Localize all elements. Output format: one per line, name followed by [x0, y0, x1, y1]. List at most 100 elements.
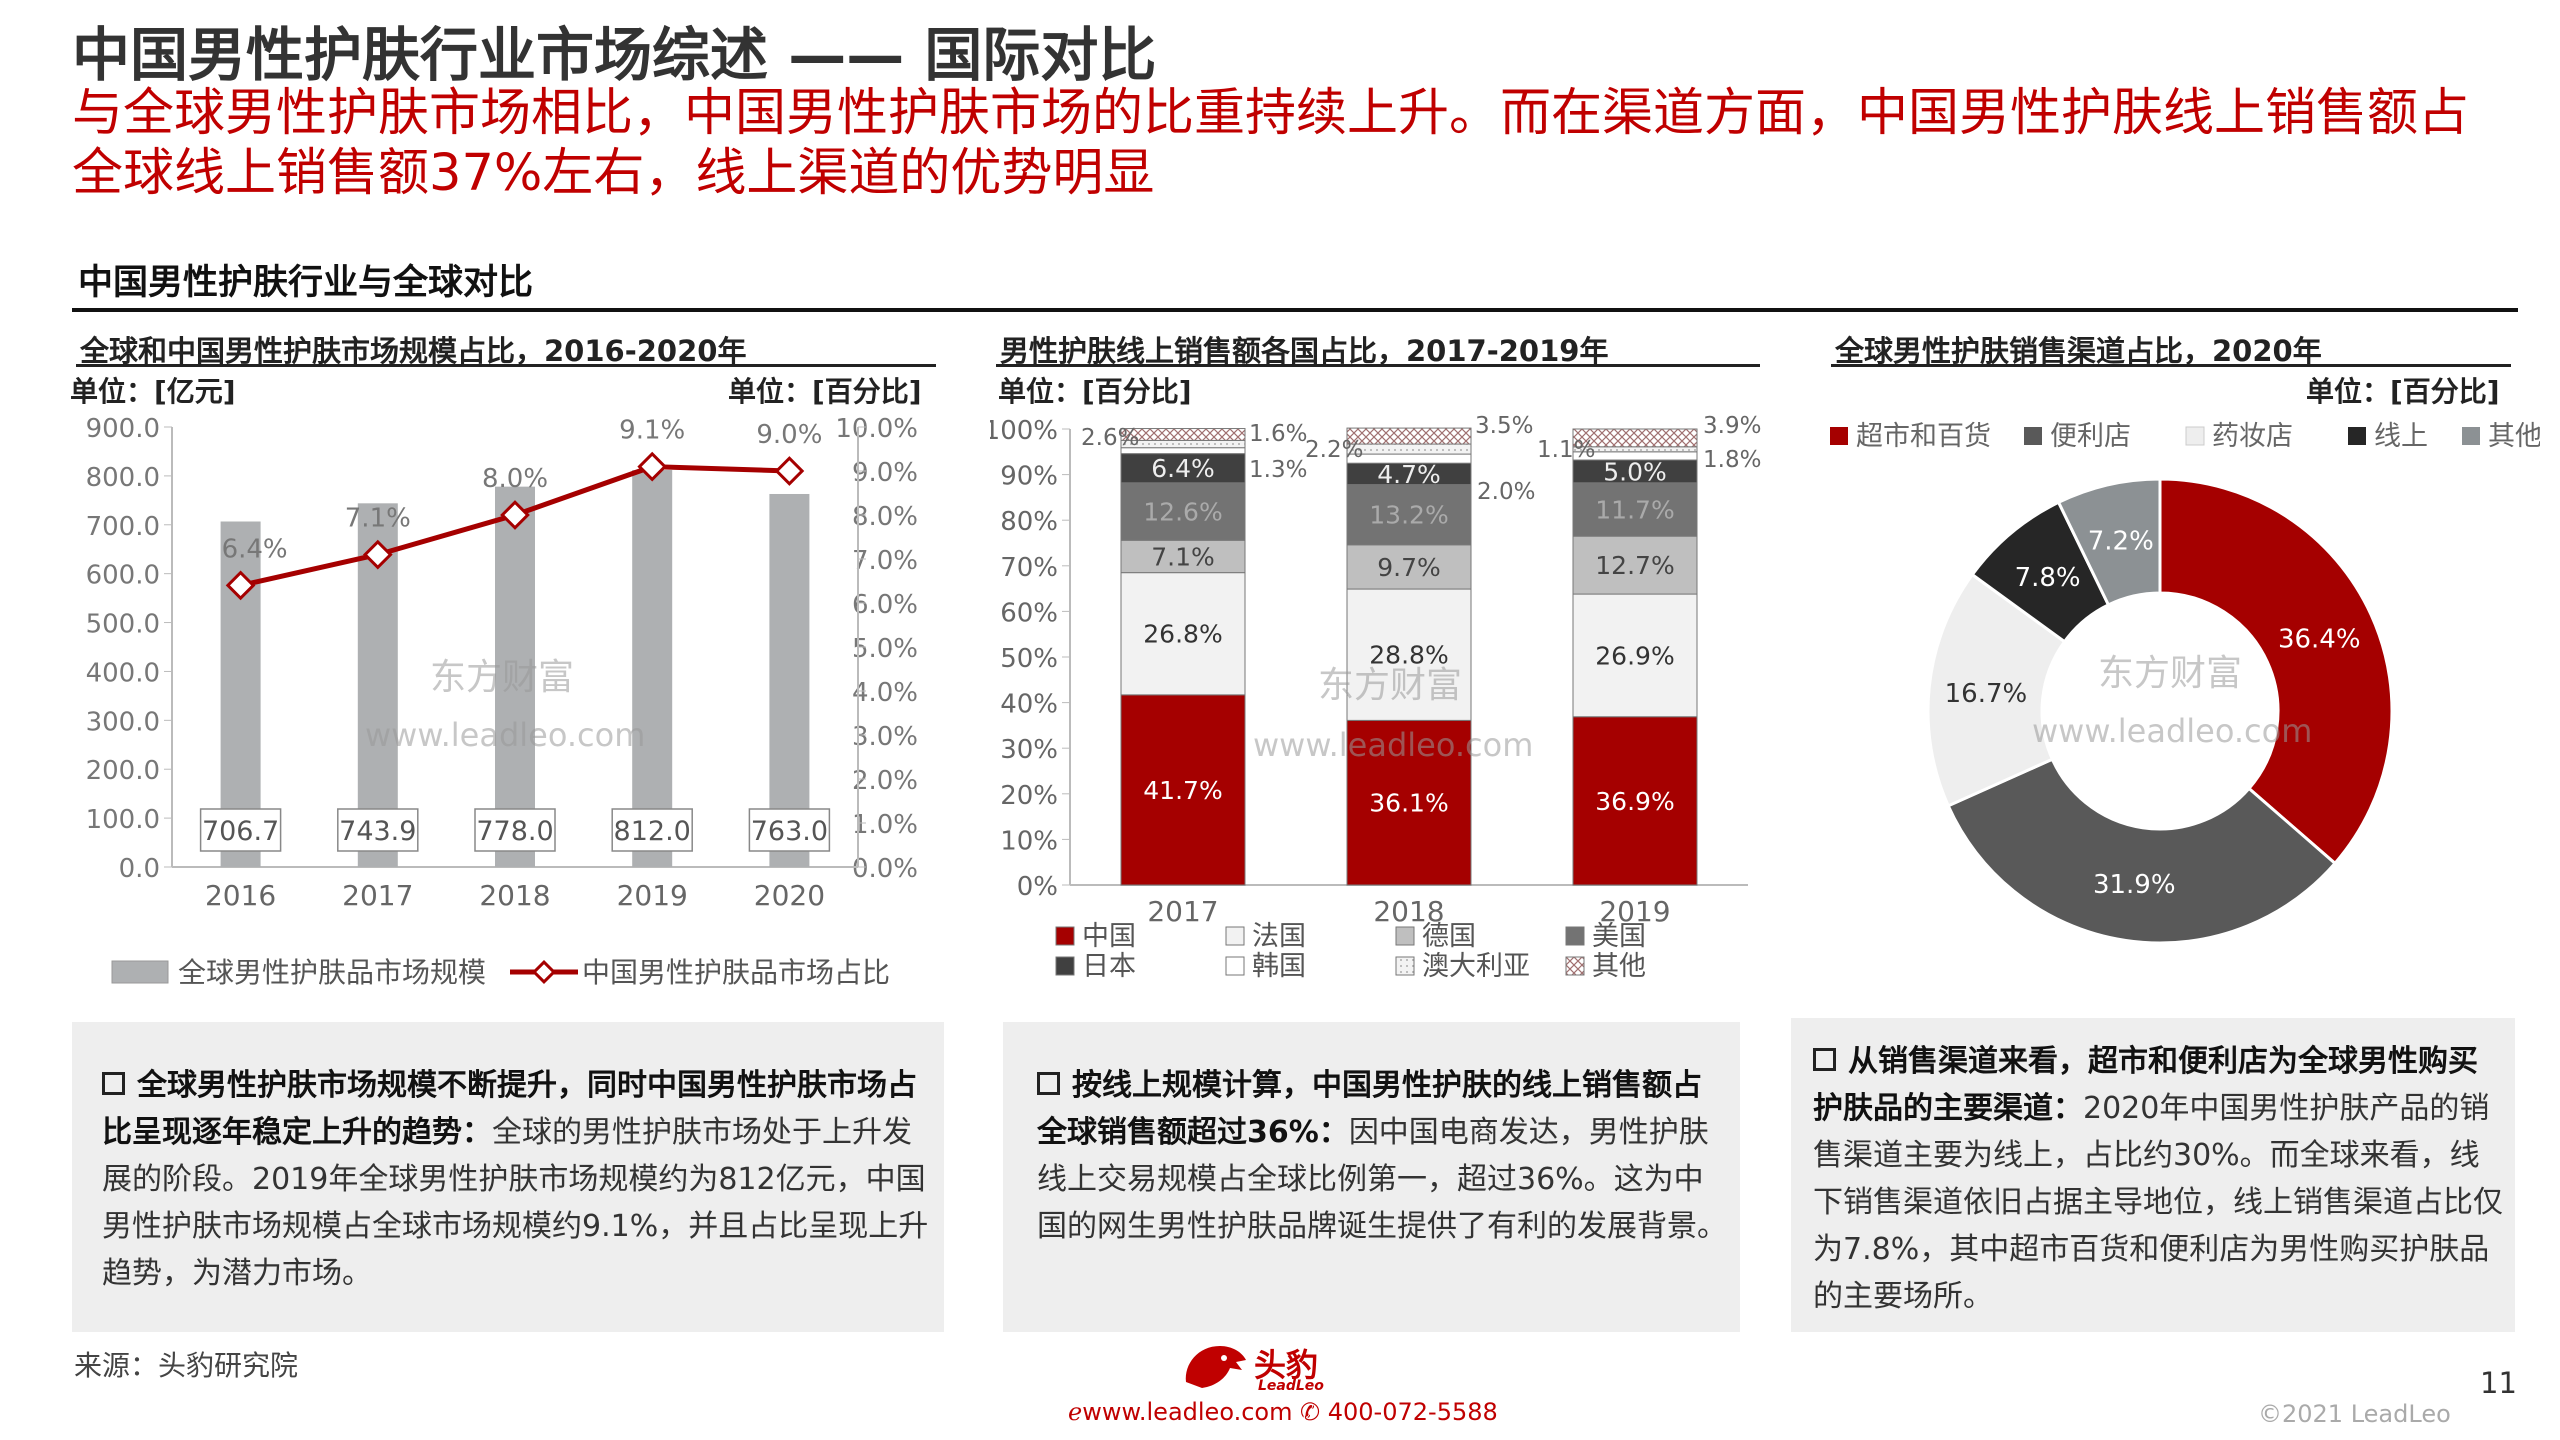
chart2-y-tick: 50%: [1000, 644, 1058, 674]
chart1-y-tick: 700.0: [86, 512, 160, 542]
chart3-slice-label: 36.4%: [2278, 624, 2361, 654]
chart2-legend-swatch: [1055, 926, 1075, 946]
chart2-segment-日本: [1120, 453, 1246, 484]
chart1-y2-tick: 7.0%: [852, 546, 918, 576]
chart1-x-tick: 2017: [342, 879, 413, 912]
watermark-cn-1: 东方财富: [430, 657, 575, 698]
note-box-1: 全球男性护肤市场规模不断提升，同时中国男性护肤市场占比呈现逐年稳定上升的趋势：全…: [72, 1022, 944, 1332]
chart1-legend-line: 中国男性护肤品市场占比: [582, 956, 890, 989]
chart2-segment-label: 9.7%: [1377, 553, 1441, 582]
watermark-url-3: www.leadleo.com: [2032, 712, 2313, 750]
chart2-label-other: 3.9%: [1703, 413, 1761, 439]
chart1-y2-tick: 4.0%: [852, 678, 918, 708]
chart2-legend-item: 中国: [1082, 921, 1136, 952]
chart3-slice-label: 7.8%: [2015, 563, 2081, 593]
checkbox-bullet-icon: [102, 1072, 125, 1095]
chart2-segment-澳大利亚: [1346, 443, 1472, 455]
chart2-legend-swatch: [1565, 956, 1585, 976]
note-3-text: 2020年中国男性护肤产品的销售渠道主要为线上，占比约30%。而全球来看，线下销…: [1813, 1091, 2503, 1314]
chart2-segment-德国: [1346, 544, 1472, 590]
chart2-segment-label: 4.7%: [1377, 460, 1441, 489]
chart2-segment-其他: [1120, 428, 1246, 441]
chart1-unit-left: 单位：[亿元]: [70, 375, 236, 408]
chart2-segment-label: 12.6%: [1143, 498, 1222, 527]
chart2-segment-label: 7.1%: [1151, 542, 1215, 571]
chart1-line-point: [637, 451, 668, 482]
chart2-legend-swatch: [1055, 956, 1075, 976]
chart2-legend-swatch: [1225, 926, 1245, 946]
chart3-slice-便利店: [1946, 757, 2338, 945]
page-number: 11: [2480, 1366, 2517, 1400]
chart2-segment-德国: [1572, 535, 1698, 595]
footer-website-text: www.leadleo.com: [1082, 1398, 1293, 1426]
watermark-url-2: www.leadleo.com: [1253, 726, 1534, 764]
chart2-online-share-stacked: 100% 90% 80% 70% 60% 50% 40% 30% 20% 10% 0% 41.7% 26…: [990, 413, 1761, 982]
watermark-cn-2: 东方财富: [1318, 665, 1463, 706]
chart2-label-korea: 1.8%: [1703, 447, 1761, 473]
chart1-bar: [632, 470, 673, 867]
chart1-line-label: 8.0%: [482, 464, 548, 494]
chart2-unit: 单位：[百分比]: [998, 375, 1192, 408]
logo-text: 头豹: [1254, 1346, 1319, 1384]
chart2-y-tick: 0%: [1017, 872, 1058, 902]
chart2-y-tick: 10%: [1000, 826, 1058, 856]
chart1-x-tick: 2016: [205, 879, 276, 912]
chart2-segment-label: 6.4%: [1151, 454, 1215, 483]
chart2-segment-中国: [1346, 719, 1472, 886]
chart1-y2-tick: 9.0%: [852, 458, 918, 488]
chart3-legend-item: 其他: [2488, 421, 2540, 452]
chart1-y-tick: 600.0: [86, 561, 160, 591]
note-1-bold: 全球男性护肤市场规模不断提升，同时中国男性护肤市场占比呈现逐年稳定上升的趋势：: [102, 1068, 917, 1150]
chart2-y-tick: 90%: [1000, 462, 1058, 492]
chart1-x-tick: 2020: [754, 879, 825, 912]
leopard-logo-icon: [1185, 1346, 1246, 1388]
chart3-legend-item: 药妆店: [2212, 421, 2293, 452]
chart2-legend-swatch: [1565, 926, 1585, 946]
chart1-unit-right: 单位：[百分比]: [728, 375, 922, 408]
chart1-bar-label: 812.0: [614, 816, 691, 847]
chart3-slice-药妆店: [1926, 572, 2067, 808]
chart1-line-point: [774, 456, 805, 486]
chart2-y-tick: 80%: [1000, 507, 1058, 537]
chart1-bar-label-box: [611, 808, 693, 852]
chart1-title: 全球和中国男性护肤市场规模占比，2016-2020年: [80, 334, 747, 368]
chart1-y2-tick: 3.0%: [852, 722, 918, 752]
chart1-bar-label-box: [474, 808, 556, 852]
chart1-y-tick: 200.0: [86, 756, 160, 786]
chart2-segment-label: 12.7%: [1595, 551, 1674, 580]
chart2-segment-韩国: [1120, 447, 1246, 455]
chart3-slice-超市和百货: [2158, 477, 2394, 866]
chart1-y-tick: 500.0: [86, 610, 160, 640]
chart1-bar-label-box: [199, 808, 282, 852]
note-2-text: 因中国电商发达，男性护肤线上交易规模占全球比例第一，超过36%。这为中国的网生男…: [1037, 1115, 1727, 1244]
chart2-segment-label: 41.7%: [1143, 776, 1222, 805]
chart2-segment-法国: [1346, 588, 1472, 721]
chart2-legend-item: 美国: [1592, 921, 1646, 952]
chart2-segment-美国: [1346, 484, 1472, 546]
chart1-y-tick: 100.0: [86, 805, 160, 835]
chart2-y-tick: 100%: [990, 416, 1058, 446]
chart1-y2-tick: 6.0%: [852, 590, 918, 620]
chart1-bar: [769, 493, 810, 867]
chart1-line-point: [362, 539, 393, 570]
chart2-legend-swatch: [1395, 956, 1415, 976]
page-subtitle: 与全球男性护肤市场相比，中国男性护肤市场的比重持续上升。而在渠道方面，中国男性护…: [72, 84, 2470, 203]
note-box-2: 按线上规模计算，中国男性护肤的线上销售额占全球销售额超过36%：因中国电商发达，…: [1003, 1022, 1740, 1332]
chart1-x-tick: 2019: [617, 879, 688, 912]
footer-website-link[interactable]: ℯwww.leadleo.com: [1068, 1398, 1292, 1426]
watermark-cn-3: 东方财富: [2098, 653, 2243, 694]
chart1-legend-swatch-marker: [531, 959, 557, 985]
chart2-segment-中国: [1120, 694, 1246, 886]
chart2-x-tick: 2017: [1147, 895, 1218, 928]
chart3-title-rule: [1831, 364, 2511, 367]
chart3-legend-item: 超市和百货: [1856, 421, 1991, 452]
chart2-segment-label: 11.7%: [1595, 495, 1674, 524]
chart2-label-other: 2.6%: [1081, 425, 1139, 451]
chart2-segment-美国: [1120, 482, 1246, 541]
chart2-legend-swatch: [1395, 926, 1415, 946]
chart2-segment-法国: [1572, 593, 1698, 718]
chart2-y-tick: 40%: [1000, 690, 1058, 720]
page-title: 中国男性护肤行业市场综述 —— 国际对比: [72, 21, 1157, 89]
chart1-line-label: 7.1%: [345, 504, 411, 534]
chart2-segment-中国: [1572, 716, 1698, 886]
